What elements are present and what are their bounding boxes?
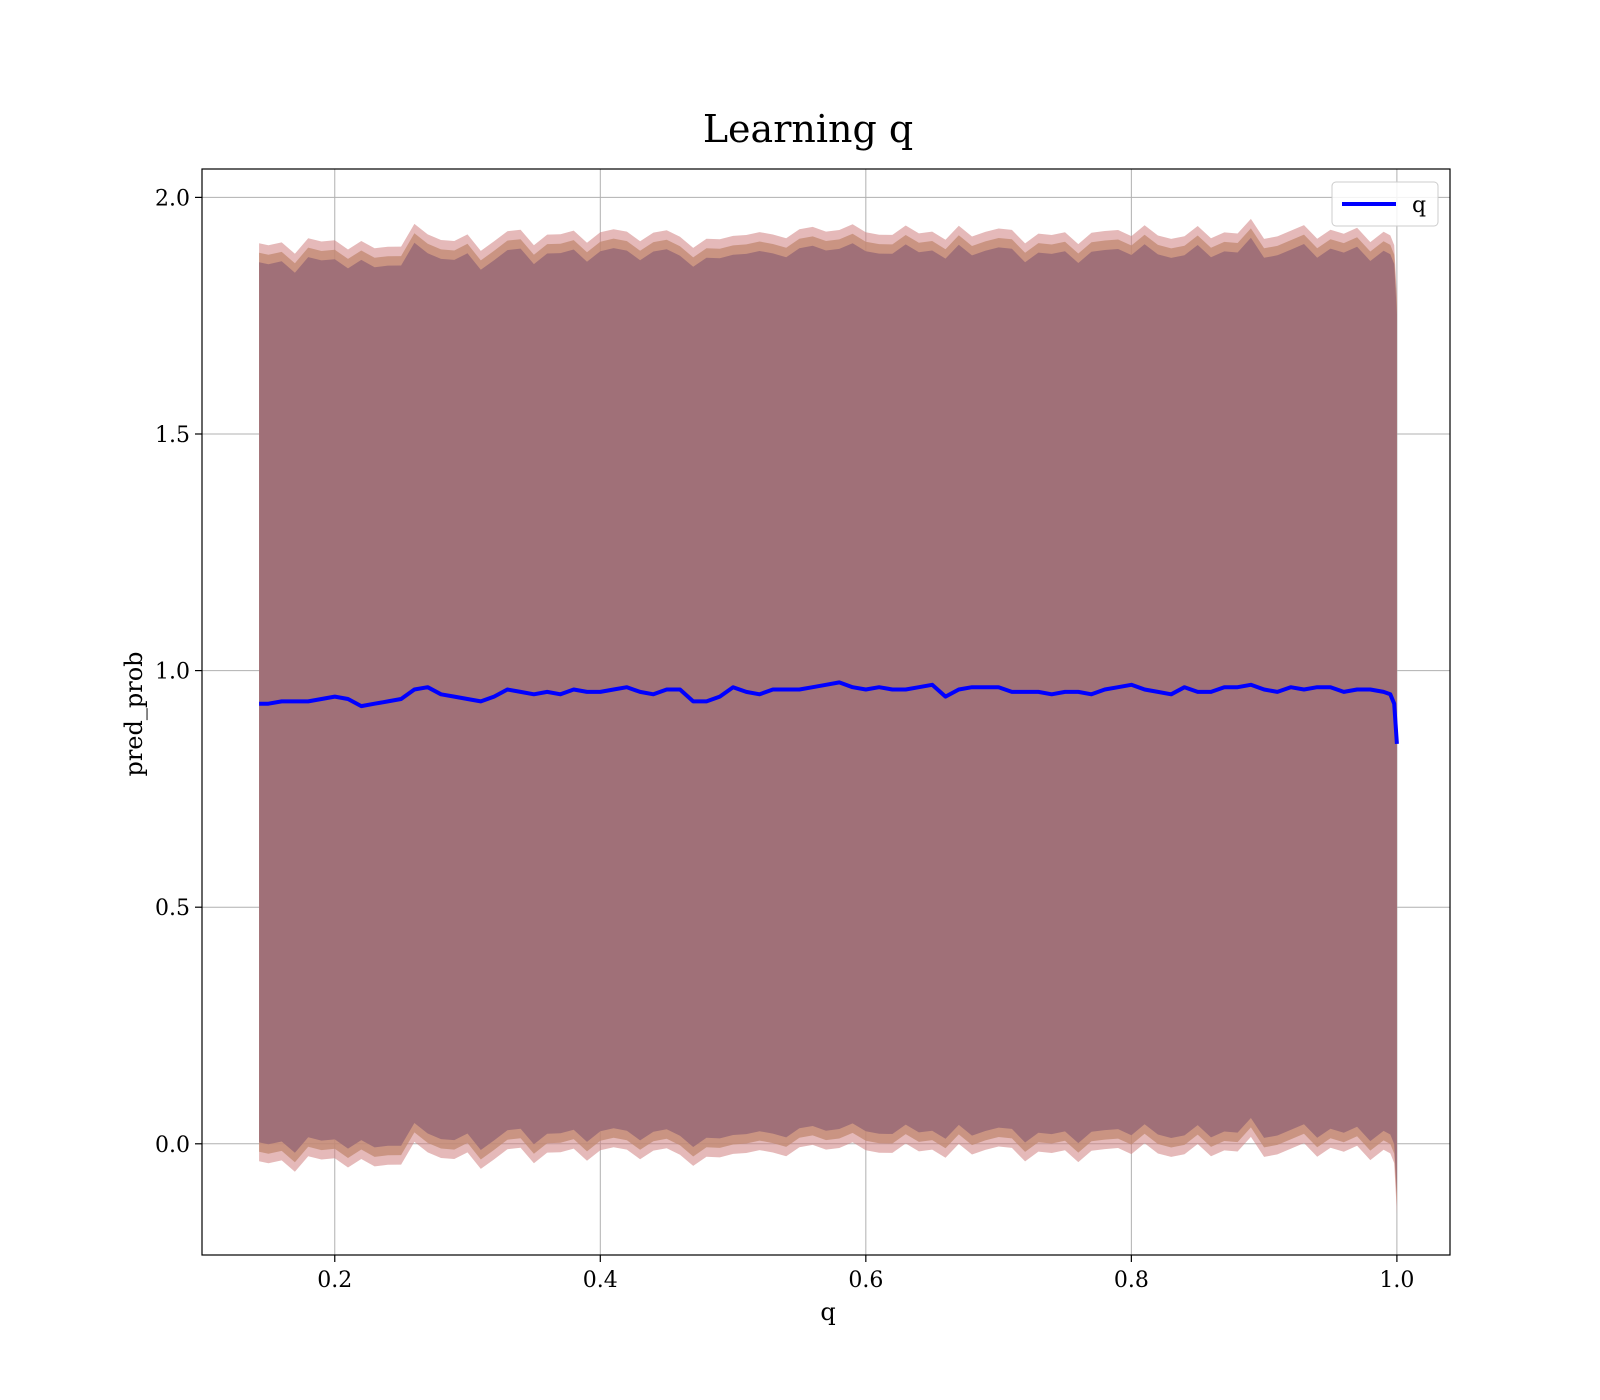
y-tick-label: 0.0 [155,1133,190,1158]
legend: q [1331,181,1439,227]
x-tick-label: 0.8 [1114,1268,1149,1293]
x-tick-label: 0.4 [583,1268,618,1293]
tick-labels: 0.2 0.4 0.6 0.8 1.0 0.0 0.5 1.0 1.5 2.0 [155,186,1414,1293]
series-lines [259,680,1399,745]
y-tick-label: 1.5 [155,423,190,448]
y-tick-label: 2.0 [155,186,190,211]
y-tick-label: 1.0 [155,660,190,685]
x-tick-label: 1.0 [1379,1268,1414,1293]
x-axis-label: q [820,1298,835,1326]
y-tick-label: 0.5 [155,896,190,921]
x-tick-label: 0.6 [848,1268,883,1293]
legend-label-q: q [1412,193,1426,218]
inner-band [259,237,1397,1196]
axes-border [201,168,1451,1256]
axes-frame [201,168,1451,1256]
uncertainty-bands [259,218,1397,1214]
series-line-q [259,680,1399,745]
x-tick-label: 0.2 [317,1268,352,1293]
y-axis-label: pred_prob [120,651,148,776]
chart-title: Learning q [703,107,913,151]
